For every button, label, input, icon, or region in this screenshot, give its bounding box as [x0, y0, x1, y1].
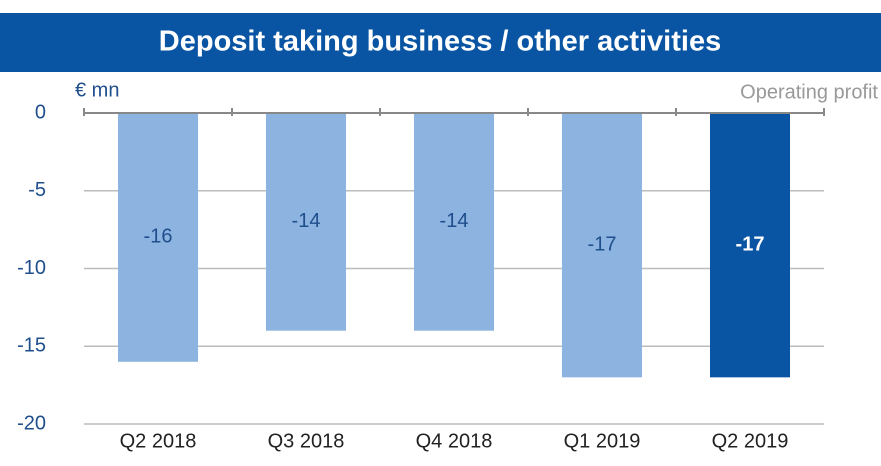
x-tick-label: Q2 2019 [712, 430, 789, 452]
y-tick-label: -5 [28, 179, 46, 201]
legend-label: Operating profit [740, 81, 878, 103]
x-tick-label: Q3 2018 [268, 430, 345, 452]
x-tick-label: Q2 2018 [120, 430, 197, 452]
title-banner [0, 13, 881, 72]
data-label: -14 [292, 210, 321, 232]
data-label: -16 [144, 226, 173, 248]
bar [710, 113, 790, 378]
y-tick-label: -20 [17, 412, 46, 434]
y-axis-label: € mn [75, 79, 119, 101]
bar [414, 113, 494, 331]
y-tick-label: -10 [17, 257, 46, 279]
y-tick-label: 0 [35, 101, 46, 123]
x-tick-label: Q1 2019 [564, 430, 641, 452]
bar [266, 113, 346, 331]
bar [118, 113, 198, 362]
x-tick-label: Q4 2018 [416, 430, 493, 452]
data-label: -17 [588, 233, 617, 255]
y-tick-label: -15 [17, 335, 46, 357]
chart-title: Deposit taking business / other activiti… [159, 26, 721, 58]
data-label: -17 [736, 233, 765, 255]
bar [562, 113, 642, 378]
data-label: -14 [440, 210, 469, 232]
